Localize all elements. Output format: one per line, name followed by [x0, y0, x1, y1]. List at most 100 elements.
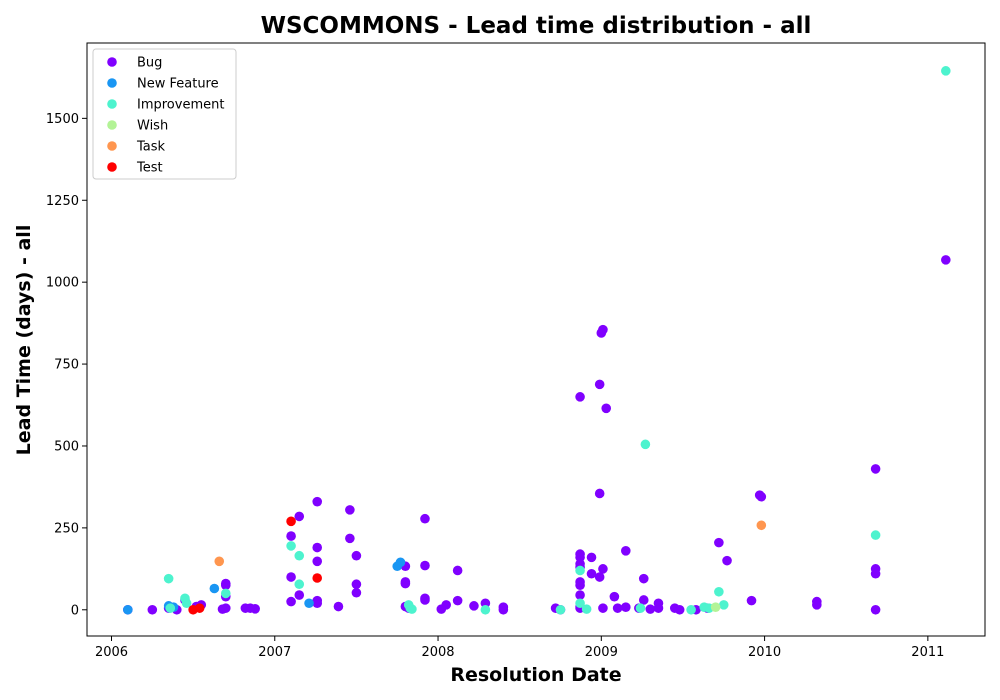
point-bug — [586, 552, 597, 563]
point-wish — [710, 602, 721, 612]
point-improvement — [220, 588, 231, 599]
point-improvement — [163, 573, 174, 584]
point-improvement — [294, 550, 305, 561]
point-bug — [609, 591, 620, 602]
legend-marker-test — [107, 162, 117, 172]
x-tick-label: 2009 — [585, 645, 618, 660]
point-improvement — [407, 604, 417, 614]
point-bug — [621, 546, 631, 556]
point-bug — [147, 604, 158, 615]
point-bug — [638, 573, 649, 584]
x-tick-label: 2010 — [748, 645, 781, 660]
point-improvement — [575, 598, 585, 609]
point-bug — [870, 568, 881, 579]
point-bug — [441, 600, 452, 610]
point-improvement — [686, 604, 696, 615]
point-improvement — [718, 600, 729, 610]
point-bug — [586, 568, 597, 579]
point-bug — [575, 392, 585, 402]
point-bug — [498, 604, 509, 615]
point-bug — [420, 560, 430, 571]
point-bug — [220, 580, 231, 591]
point-improvement — [555, 604, 566, 615]
point-bug — [312, 496, 323, 507]
point-bug — [612, 603, 623, 613]
point-bug — [598, 564, 608, 574]
point-improvement — [870, 530, 881, 540]
legend-label-improvement: Improvement — [137, 98, 224, 113]
legend-marker-new-feature — [107, 78, 117, 88]
point-bug — [714, 537, 724, 548]
point-improvement — [480, 604, 491, 615]
point-bug — [746, 595, 757, 606]
x-axis-ticks: 2006 2007 2008 2009 2010 2011 — [95, 636, 944, 660]
point-bug — [575, 590, 585, 600]
point-new-feature — [395, 557, 406, 568]
point-improvement — [294, 579, 305, 590]
legend-label-test: Test — [136, 161, 163, 176]
point-test — [286, 516, 296, 527]
point-bug — [294, 511, 305, 522]
legend-label-task: Task — [136, 140, 166, 155]
point-bug — [250, 604, 260, 614]
point-bug — [722, 555, 732, 566]
x-tick-label: 2008 — [421, 645, 454, 660]
point-bug — [312, 542, 323, 553]
y-tick-label: 0 — [71, 603, 79, 618]
point-bug — [870, 604, 881, 615]
points-layer — [123, 66, 951, 615]
legend-label-wish: Wish — [137, 119, 168, 134]
legend-label-bug: Bug — [137, 56, 162, 71]
point-improvement — [575, 565, 585, 576]
point-improvement — [165, 603, 176, 613]
point-bug — [217, 604, 228, 614]
point-improvement — [181, 598, 192, 609]
y-tick-label: 750 — [54, 358, 79, 373]
y-tick-label: 1000 — [46, 276, 79, 291]
point-improvement — [286, 541, 296, 551]
y-tick-label: 1250 — [46, 194, 79, 209]
legend: Bug New Feature Improvement Wish Task Test — [92, 48, 237, 180]
point-bug — [452, 595, 463, 606]
point-bug — [653, 603, 664, 613]
point-bug — [645, 604, 656, 614]
legend-marker-bug — [107, 57, 117, 67]
legend-marker-improvement — [107, 99, 117, 109]
point-bug — [400, 578, 411, 589]
point-bug — [351, 579, 362, 590]
point-bug — [345, 505, 355, 515]
point-new-feature — [209, 583, 220, 594]
point-bug — [594, 379, 605, 390]
point-bug — [594, 572, 605, 582]
y-tick-label: 250 — [54, 521, 79, 536]
point-bug — [870, 464, 881, 474]
point-bug — [452, 565, 463, 576]
point-improvement — [635, 603, 646, 613]
point-improvement — [640, 439, 651, 450]
point-bug — [469, 601, 479, 611]
point-bug — [638, 595, 649, 605]
point-bug — [286, 572, 296, 582]
point-task — [756, 520, 767, 531]
point-bug — [286, 531, 296, 541]
point-bug — [575, 580, 585, 591]
chart-title: WSCOMMONS - Lead time distribution - all — [261, 13, 812, 39]
y-axis-label: Lead Time (days) - all — [13, 225, 35, 456]
point-new-feature — [123, 604, 133, 615]
point-bug — [598, 324, 608, 335]
legend-box — [92, 48, 237, 180]
y-tick-label: 500 — [54, 439, 79, 454]
x-tick-label: 2006 — [95, 645, 128, 660]
point-bug — [333, 601, 344, 612]
point-improvement — [941, 66, 951, 76]
point-bug — [312, 556, 323, 567]
point-bug — [812, 600, 822, 610]
x-tick-label: 2011 — [911, 645, 944, 660]
legend-marker-wish — [107, 120, 117, 130]
point-bug — [621, 602, 631, 612]
y-tick-label: 1500 — [46, 112, 79, 127]
point-bug — [294, 590, 305, 600]
point-bug — [601, 403, 612, 414]
point-task — [214, 556, 225, 567]
